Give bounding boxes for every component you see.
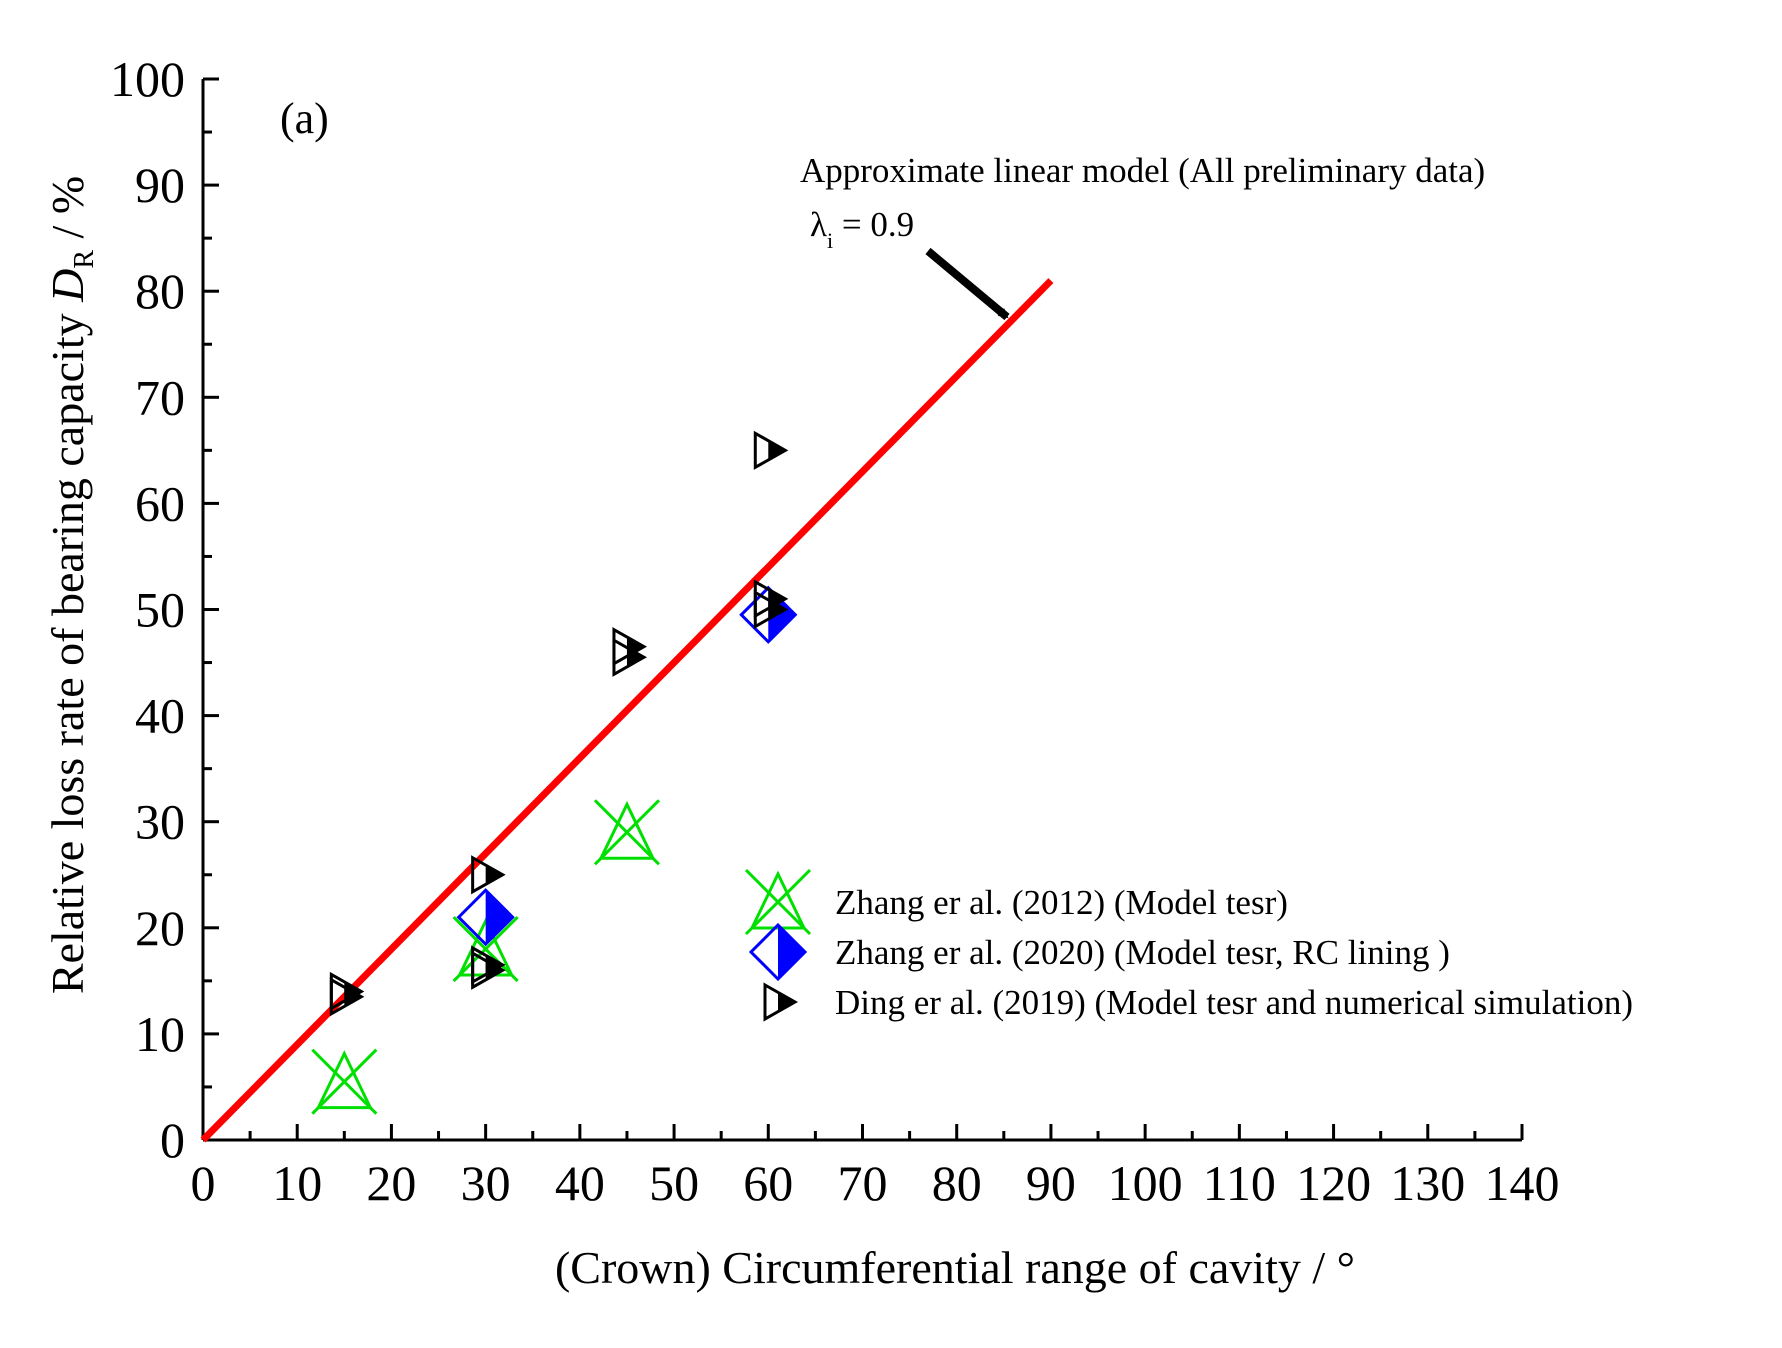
x-tick-label: 10 <box>272 1155 322 1211</box>
annotation: Approximate linear model (All preliminar… <box>800 151 1485 321</box>
lambda-value: = 0.9 <box>833 205 914 244</box>
x-tick-label: 60 <box>743 1155 793 1211</box>
data-point-series-3 <box>471 855 506 895</box>
data-point-series-2 <box>456 888 515 947</box>
annotation-title: Approximate linear model (All preliminar… <box>800 151 1485 190</box>
lambda-symbol: λ <box>810 205 827 244</box>
legend-label: Zhang er al. (2012) (Model tesr) <box>835 883 1288 922</box>
x-tick-label: 80 <box>932 1155 982 1211</box>
x-tick-label: 50 <box>649 1155 699 1211</box>
legend-label: Ding er al. (2019) (Model tesr and numer… <box>835 983 1633 1022</box>
legend-item: Zhang er al. (2020) (Model tesr, RC lini… <box>748 922 1450 982</box>
y-axis-label-sub: R <box>69 250 100 269</box>
legend-label: Zhang er al. (2020) (Model tesr, RC lini… <box>835 933 1450 972</box>
x-tick-label: 130 <box>1390 1155 1465 1211</box>
legend-marker <box>748 922 808 982</box>
panel-label: (a) <box>280 94 329 143</box>
y-tick-label: 50 <box>135 582 185 638</box>
x-tick-label: 120 <box>1296 1155 1371 1211</box>
y-tick-label: 20 <box>135 900 185 956</box>
data-point-series-1 <box>593 799 661 866</box>
y-tick-label: 0 <box>160 1112 185 1168</box>
legend-marker <box>763 982 799 1022</box>
x-ticks: 0 10 20 30 40 50 60 70 80 90 100 110 120 130 140 <box>191 1124 1560 1211</box>
annotation-arrow <box>925 247 1010 321</box>
data-points <box>311 430 798 1115</box>
data-point-series-3 <box>612 637 648 677</box>
legend: Zhang er al. (2012) (Model tesr) Zhang er… <box>744 868 1633 1022</box>
y-axis-label: Relative loss rate of bearing capacity D… <box>42 176 100 994</box>
x-tick-label: 30 <box>461 1155 511 1211</box>
data-point-series-1 <box>311 1048 378 1115</box>
y-axis-label-var: D <box>42 269 93 303</box>
x-axis-label: (Crown) Circumferential range of cavity … <box>555 1242 1355 1293</box>
legend-item: Ding er al. (2019) (Model tesr and numer… <box>763 982 1633 1022</box>
y-tick-label: 60 <box>135 475 185 531</box>
x-tick-label: 110 <box>1203 1155 1276 1211</box>
y-tick-label: 90 <box>135 157 185 213</box>
x-tick-label: 70 <box>838 1155 888 1211</box>
data-point-series-3 <box>753 589 789 630</box>
lambda-subscript: i <box>827 228 833 253</box>
y-axis-label-main: Relative loss rate of bearing capacity <box>42 302 93 994</box>
x-tick-label: 100 <box>1108 1155 1183 1211</box>
y-tick-label: 100 <box>110 51 185 107</box>
x-tick-label: 90 <box>1026 1155 1076 1211</box>
y-ticks: 0 10 20 30 40 50 60 70 80 90 100 <box>110 51 219 1168</box>
y-tick-label: 10 <box>135 1006 185 1062</box>
legend-item: Zhang er al. (2012) (Model tesr) <box>744 868 1288 936</box>
y-tick-label: 70 <box>135 369 185 425</box>
data-point-series-3 <box>329 977 365 1017</box>
data-point-series-3 <box>471 950 506 990</box>
y-tick-label: 30 <box>135 794 185 850</box>
y-tick-label: 80 <box>135 263 185 319</box>
data-point-series-3 <box>753 430 789 470</box>
x-tick-label: 0 <box>191 1155 216 1211</box>
y-tick-label: 40 <box>135 688 185 744</box>
annotation-lambda: λi = 0.9 <box>810 205 914 253</box>
y-axis-label-unit: / % <box>42 176 93 250</box>
x-tick-label: 40 <box>555 1155 605 1211</box>
x-tick-label: 140 <box>1485 1155 1560 1211</box>
x-tick-label: 20 <box>366 1155 416 1211</box>
